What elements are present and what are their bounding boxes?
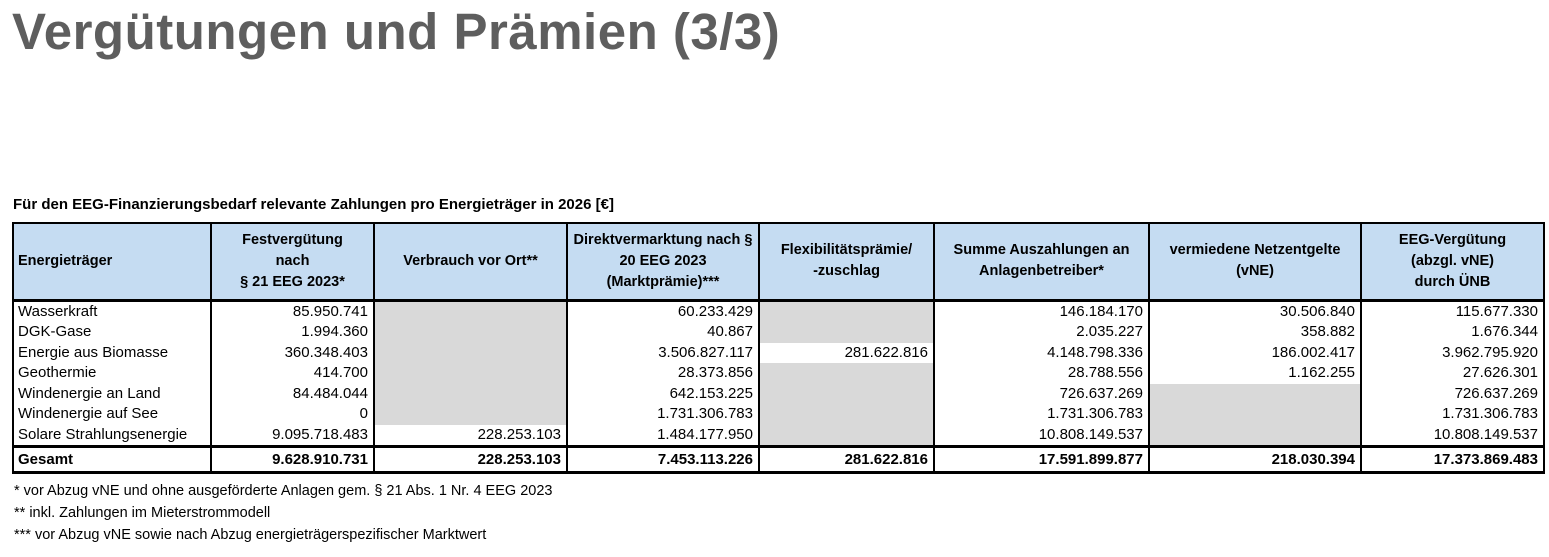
- value-eeg-verguetung: 1.731.306.783: [1360, 404, 1545, 425]
- value-vermiedene-netzentgelte: 186.002.417: [1148, 342, 1362, 363]
- value-verbrauch-vor-ort: 228.253.103: [373, 424, 568, 447]
- row-label: Energie aus Biomasse: [12, 342, 212, 363]
- column-header-eeg-verguetung: EEG-Vergütung (abzgl. vNE) durch ÜNB: [1360, 222, 1545, 302]
- empty-cell-vermiedene-netzentgelte: [1148, 404, 1362, 425]
- footnote: *** vor Abzug vNE sowie nach Abzug energ…: [14, 527, 487, 543]
- value-vermiedene-netzentgelte: 1.162.255: [1148, 363, 1362, 384]
- value-direktvermarktung: 1.731.306.783: [566, 404, 760, 425]
- table-row: Windenergie an Land 84.484.044 642.153.225…: [12, 383, 1545, 404]
- total-value-eeg-verguetung: 17.373.869.483: [1360, 445, 1545, 474]
- value-summe-auszahlungen: 28.788.556: [933, 363, 1150, 384]
- empty-cell-verbrauch-vor-ort: [373, 404, 568, 425]
- empty-cell-flexibilitaetspraemie: [758, 363, 935, 384]
- total-value-direktvermarktung: 7.453.113.226: [566, 445, 760, 474]
- value-direktvermarktung: 28.373.856: [566, 363, 760, 384]
- value-flexibilitaetspraemie: 281.622.816: [758, 342, 935, 363]
- footnotes: * vor Abzug vNE und ohne ausgeförderte A…: [14, 484, 552, 550]
- value-festverguetung: 360.348.403: [210, 342, 375, 363]
- empty-cell-flexibilitaetspraemie: [758, 322, 935, 343]
- table-row: Wasserkraft 85.950.741 60.233.429 146.184.1…: [12, 300, 1545, 322]
- empty-cell-vermiedene-netzentgelte: [1148, 383, 1362, 404]
- value-festverguetung: 0: [210, 404, 375, 425]
- total-value-vermiedene-netzentgelte: 218.030.394: [1148, 445, 1362, 474]
- value-vermiedene-netzentgelte: 358.882: [1148, 322, 1362, 343]
- payments-table: Energieträger Festvergütung nach § 21 EEG…: [12, 222, 1545, 474]
- total-value-summe-auszahlungen: 17.591.899.877: [933, 445, 1150, 474]
- table-row: Windenergie auf See 0 1.731.306.783 1.731.3…: [12, 404, 1545, 425]
- empty-cell-flexibilitaetspraemie: [758, 300, 935, 322]
- empty-cell-verbrauch-vor-ort: [373, 322, 568, 343]
- total-row-label: Gesamt: [12, 445, 212, 474]
- empty-cell-verbrauch-vor-ort: [373, 342, 568, 363]
- value-summe-auszahlungen: 2.035.227: [933, 322, 1150, 343]
- value-eeg-verguetung: 115.677.330: [1360, 300, 1545, 322]
- value-vermiedene-netzentgelte: 30.506.840: [1148, 300, 1362, 322]
- table-total-row: Gesamt 9.628.910.731 228.253.103 7.453.113.…: [12, 445, 1545, 474]
- empty-cell-verbrauch-vor-ort: [373, 363, 568, 384]
- column-header-festverguetung: Festvergütung nach § 21 EEG 2023*: [210, 222, 375, 302]
- total-value-festverguetung: 9.628.910.731: [210, 445, 375, 474]
- value-festverguetung: 85.950.741: [210, 300, 375, 322]
- table-header-row: Energieträger Festvergütung nach § 21 EEG…: [12, 222, 1545, 302]
- row-label: DGK-Gase: [12, 322, 212, 343]
- total-value-flexibilitaetspraemie: 281.622.816: [758, 445, 935, 474]
- footnote: * vor Abzug vNE und ohne ausgeförderte A…: [14, 483, 553, 499]
- value-festverguetung: 414.700: [210, 363, 375, 384]
- table-row: Solare Strahlungsenergie 9.095.718.483 228…: [12, 424, 1545, 447]
- empty-cell-flexibilitaetspraemie: [758, 404, 935, 425]
- footnote: ** inkl. Zahlungen im Mieterstrommodell: [14, 505, 271, 521]
- column-header-verbrauch-vor-ort: Verbrauch vor Ort**: [373, 222, 568, 302]
- value-direktvermarktung: 40.867: [566, 322, 760, 343]
- value-summe-auszahlungen: 1.731.306.783: [933, 404, 1150, 425]
- row-label: Geothermie: [12, 363, 212, 384]
- column-header-energietraeger: Energieträger: [12, 222, 212, 302]
- row-label: Solare Strahlungsenergie: [12, 424, 212, 447]
- empty-cell-verbrauch-vor-ort: [373, 300, 568, 322]
- table-row: Energie aus Biomasse 360.348.403 3.506.827…: [12, 342, 1545, 363]
- table-caption: Für den EEG-Finanzierungsbedarf relevant…: [13, 196, 614, 213]
- empty-cell-vermiedene-netzentgelte: [1148, 424, 1362, 447]
- total-value-verbrauch-vor-ort: 228.253.103: [373, 445, 568, 474]
- value-summe-auszahlungen: 726.637.269: [933, 383, 1150, 404]
- table-row: Geothermie 414.700 28.373.856 28.788.556 1.1…: [12, 363, 1545, 384]
- value-summe-auszahlungen: 146.184.170: [933, 300, 1150, 322]
- empty-cell-flexibilitaetspraemie: [758, 383, 935, 404]
- row-label: Windenergie auf See: [12, 404, 212, 425]
- value-direktvermarktung: 1.484.177.950: [566, 424, 760, 447]
- table-row: DGK-Gase 1.994.360 40.867 2.035.227 358.882 1…: [12, 322, 1545, 343]
- row-label: Windenergie an Land: [12, 383, 212, 404]
- value-direktvermarktung: 60.233.429: [566, 300, 760, 322]
- value-eeg-verguetung: 3.962.795.920: [1360, 342, 1545, 363]
- value-festverguetung: 84.484.044: [210, 383, 375, 404]
- value-festverguetung: 1.994.360: [210, 322, 375, 343]
- value-eeg-verguetung: 1.676.344: [1360, 322, 1545, 343]
- value-festverguetung: 9.095.718.483: [210, 424, 375, 447]
- value-direktvermarktung: 642.153.225: [566, 383, 760, 404]
- value-eeg-verguetung: 27.626.301: [1360, 363, 1545, 384]
- value-eeg-verguetung: 10.808.149.537: [1360, 424, 1545, 447]
- column-header-summe-auszahlungen: Summe Auszahlungen an Anlagenbetreiber*: [933, 222, 1150, 302]
- column-header-flexibilitaetspraemie: Flexibilitätsprämie/ -zuschlag: [758, 222, 935, 302]
- column-header-vermiedene-netzentgelte: vermiedene Netzentgelte (vNE): [1148, 222, 1362, 302]
- row-label: Wasserkraft: [12, 300, 212, 322]
- empty-cell-verbrauch-vor-ort: [373, 383, 568, 404]
- value-eeg-verguetung: 726.637.269: [1360, 383, 1545, 404]
- value-summe-auszahlungen: 4.148.798.336: [933, 342, 1150, 363]
- empty-cell-flexibilitaetspraemie: [758, 424, 935, 447]
- value-summe-auszahlungen: 10.808.149.537: [933, 424, 1150, 447]
- value-direktvermarktung: 3.506.827.117: [566, 342, 760, 363]
- column-header-direktvermarktung: Direktvermarktung nach § 20 EEG 2023 (Ma…: [566, 222, 760, 302]
- page-title: Vergütungen und Prämien (3/3): [12, 3, 781, 60]
